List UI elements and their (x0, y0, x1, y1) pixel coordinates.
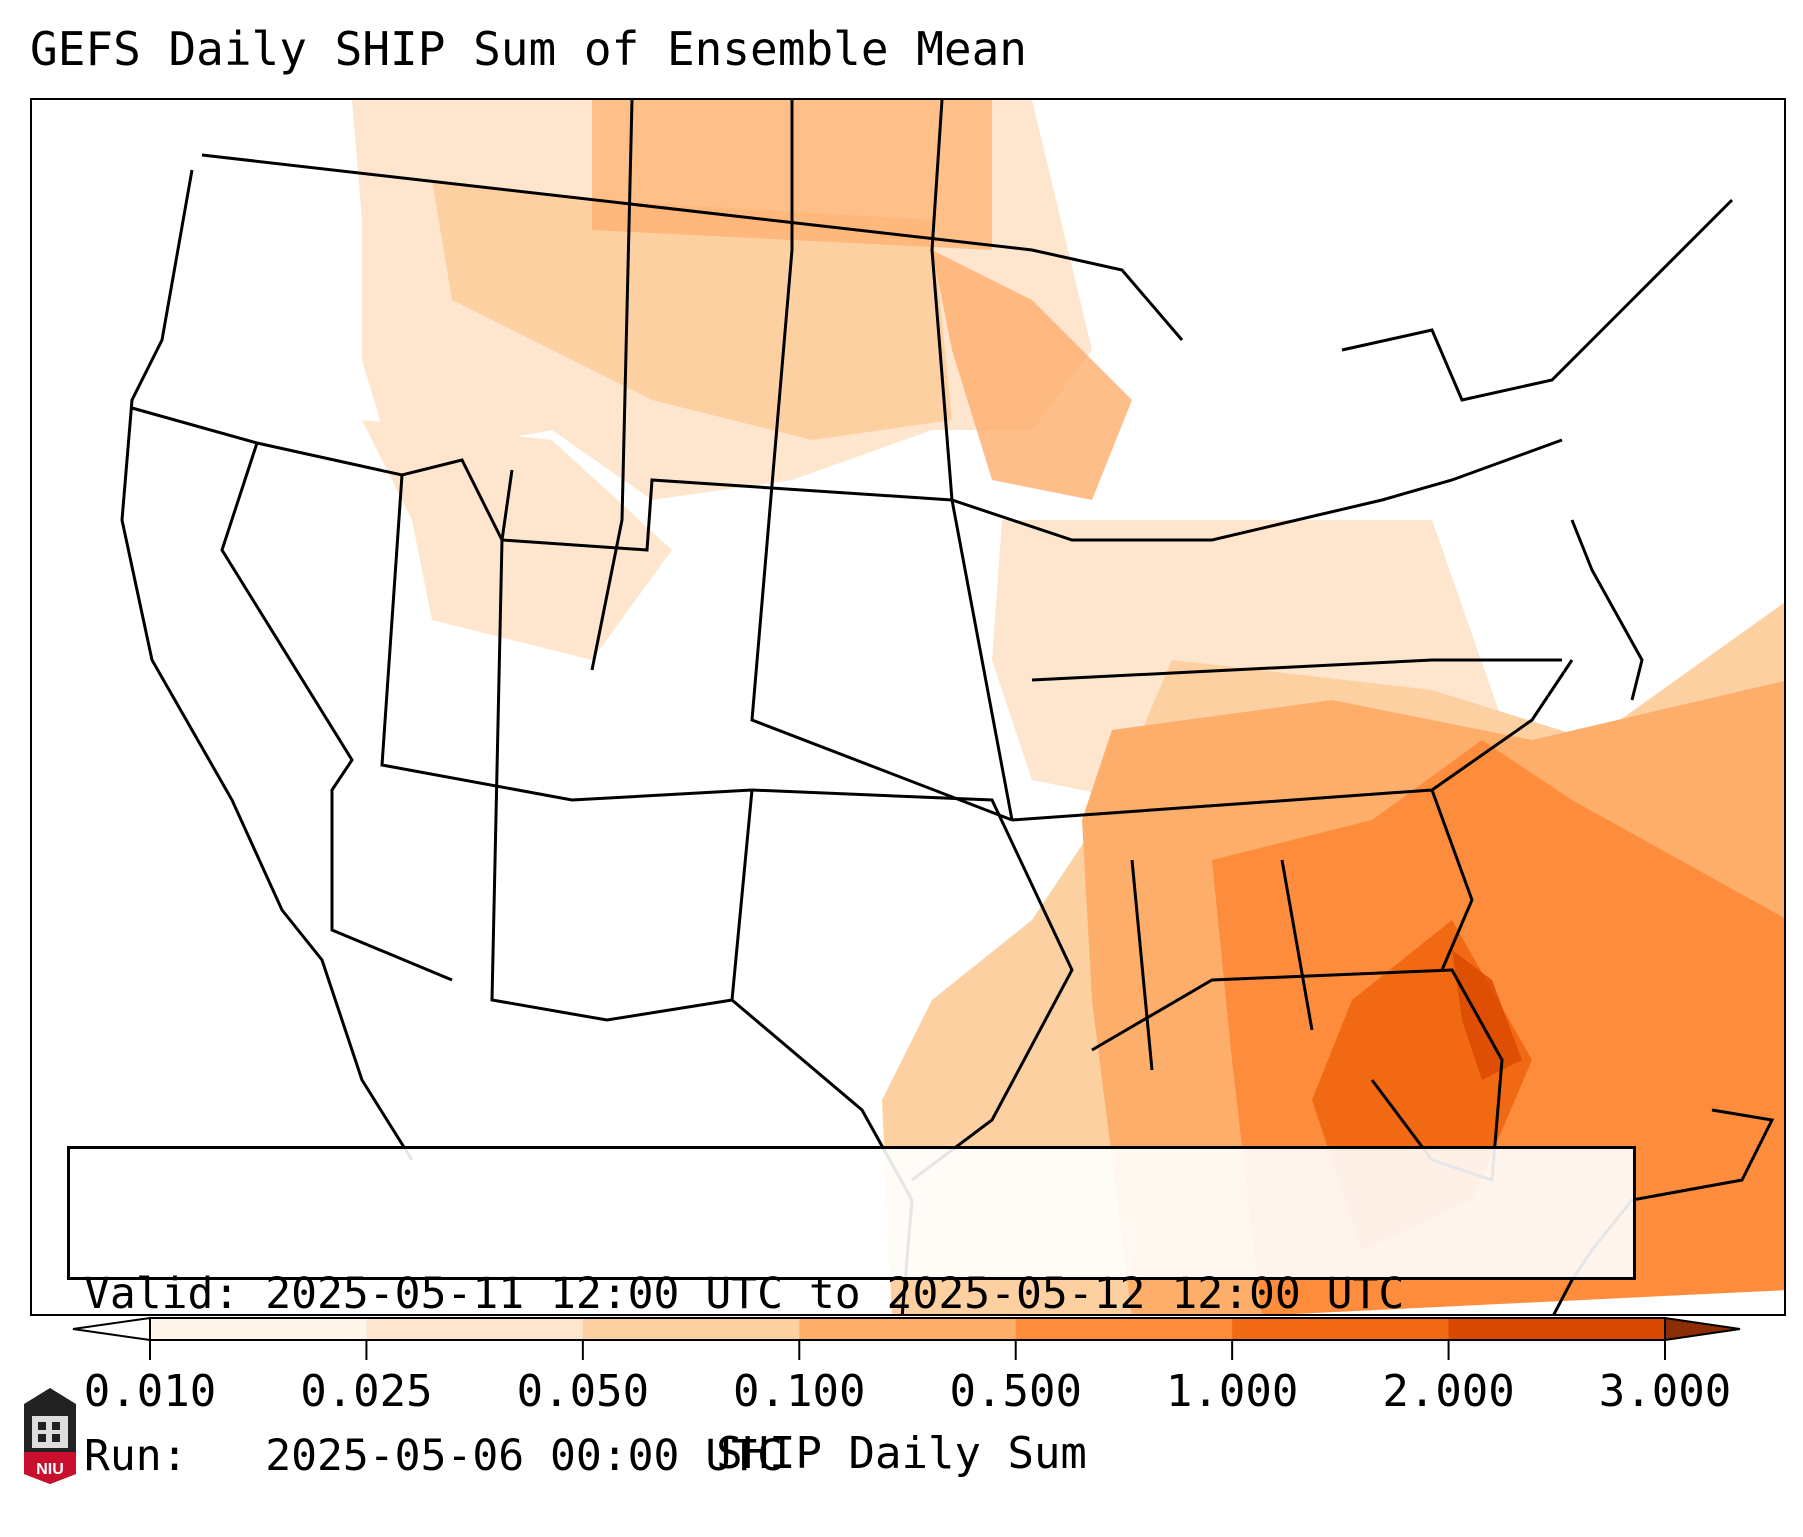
colorbar-segment (799, 1318, 1017, 1340)
colorbar-segment (366, 1318, 584, 1340)
colorbar-segment (1015, 1318, 1233, 1340)
colorbar-tick-label: 0.010 (83, 1366, 217, 1417)
colorbar-tick-label: 0.025 (300, 1366, 433, 1417)
niu-logo: NIU (24, 1388, 76, 1484)
colorbar-outline (149, 1317, 1666, 1341)
colorbar-tick-label: 2.000 (1382, 1366, 1515, 1417)
colorbar-tick-label: 0.500 (949, 1366, 1082, 1417)
colorbar-segment (582, 1318, 800, 1340)
logo-text: NIU (36, 1461, 64, 1478)
colorbar-under-arrow (72, 1316, 151, 1342)
shaded-field (352, 100, 1784, 1314)
colorbar-label: SHIP Daily Sum (716, 1428, 1087, 1479)
colorbar-segment (150, 1318, 367, 1340)
valid-value: 2025-05-11 12:00 UTC to 2025-05-12 12:00… (265, 1269, 1405, 1319)
map-panel (30, 98, 1786, 1316)
ship-field-map (120, 100, 1784, 1314)
validity-info-box: Valid: 2025-05-11 12:00 UTC to 2025-05-1… (67, 1146, 1636, 1481)
coastlines-borders (120, 100, 1775, 1314)
colorbar (72, 1316, 1741, 1360)
colorbar-segment (1232, 1318, 1450, 1340)
colorbar-tick-label: 3.000 (1598, 1366, 1732, 1417)
colorbar-tick-label: 0.050 (516, 1366, 650, 1417)
run-value: 2025-05-06 00:00 UTC (265, 1431, 783, 1481)
valid-row: Valid: 2025-05-11 12:00 UTC to 2025-05-1… (84, 1267, 1619, 1321)
colorbar-segment (1448, 1318, 1666, 1340)
chart-title: GEFS Daily SHIP Sum of Ensemble Mean (30, 22, 1027, 76)
valid-label: Valid: (84, 1269, 240, 1319)
run-label: Run: (84, 1431, 188, 1481)
colorbar-tick-label: 1.000 (1165, 1366, 1299, 1417)
run-row: Run: 2025-05-06 00:00 UTC (84, 1429, 1619, 1483)
colorbar-tick-label: 0.100 (733, 1366, 866, 1417)
colorbar-over-arrow (1664, 1316, 1741, 1342)
